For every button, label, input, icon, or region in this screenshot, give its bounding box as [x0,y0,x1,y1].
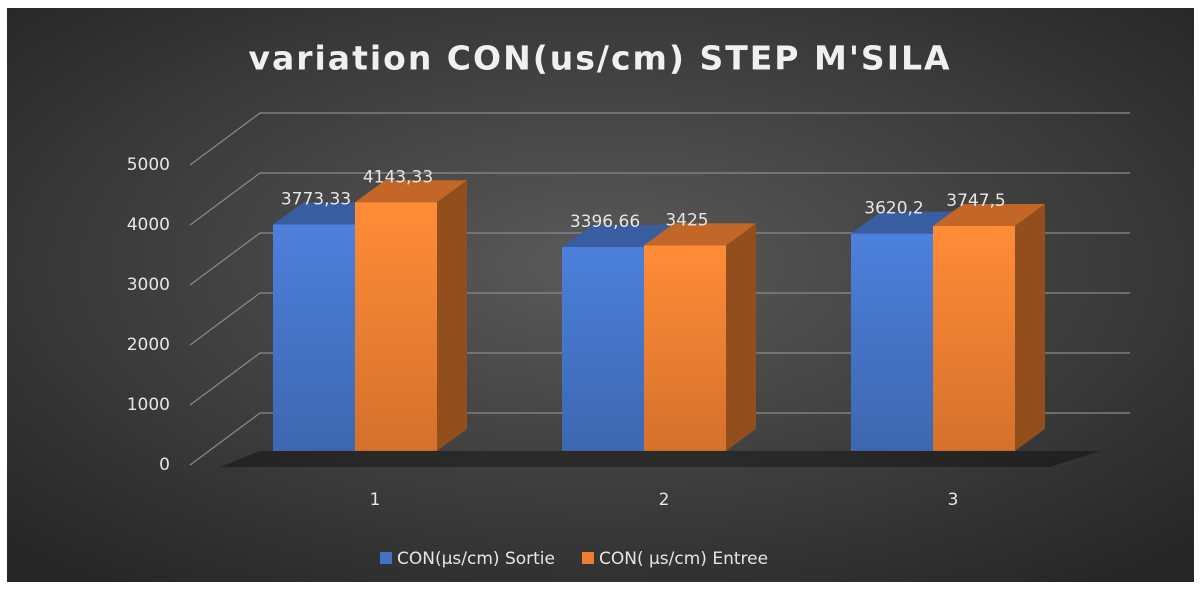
floor-shadow [220,451,1100,467]
bar [273,224,355,451]
legend-swatch [581,552,594,564]
bar-top [933,204,1045,227]
bar-side [437,180,467,451]
grid-line [189,292,1130,346]
bar-top [355,180,467,203]
value-label: 3620,2 [864,199,923,219]
value-label: 3396,66 [570,212,640,232]
bar [644,245,726,451]
y-tick-label: 5000 [127,155,170,175]
grid-line [189,412,1130,466]
bar [355,202,437,451]
bar-side [726,223,756,451]
y-tick-label: 0 [159,455,170,475]
x-tick-label: 2 [659,490,670,510]
legend-label: CON(µs/cm) Sortie [397,549,555,569]
grid-line [189,172,1130,226]
value-label: 3425 [665,210,708,230]
y-tick-label: 3000 [127,275,170,295]
y-tick-label: 2000 [127,335,170,355]
bar [933,226,1015,451]
bar [562,247,644,451]
grid-line [189,232,1130,286]
legend-label: CON( µs/cm) Entree [599,549,768,569]
grid-line [189,112,1130,166]
y-tick-label: 1000 [127,395,170,415]
chart-title: variation CON(us/cm) STEP M'SILA [248,39,951,78]
bar [851,233,933,451]
bar-top [644,223,756,246]
x-tick-label: 3 [948,490,959,510]
value-label: 3747,5 [946,191,1005,211]
bar-top [562,225,674,248]
value-label: 3773,33 [281,189,351,209]
x-tick-label: 1 [370,490,381,510]
grid-line [189,352,1130,406]
value-label: 4143,33 [363,167,433,187]
bar-side [1015,204,1045,451]
y-tick-label: 4000 [127,215,170,235]
legend-swatch [380,552,392,564]
